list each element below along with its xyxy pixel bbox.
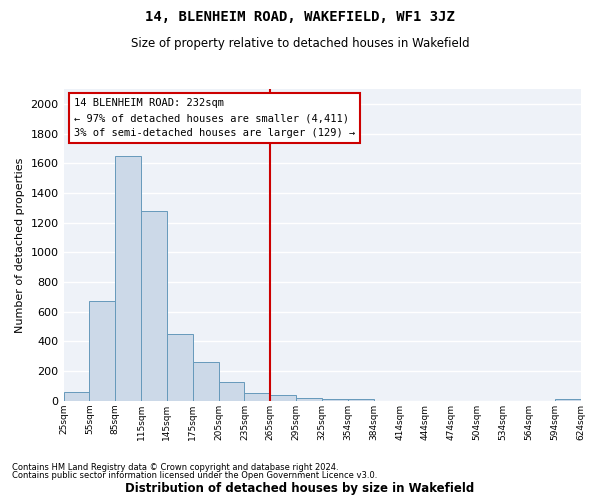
- Text: Size of property relative to detached houses in Wakefield: Size of property relative to detached ho…: [131, 38, 469, 51]
- Bar: [296, 398, 322, 401]
- Text: Distribution of detached houses by size in Wakefield: Distribution of detached houses by size …: [125, 482, 475, 495]
- Bar: [64, 392, 89, 401]
- Text: 14 BLENHEIM ROAD: 232sqm
← 97% of detached houses are smaller (4,411)
3% of semi: 14 BLENHEIM ROAD: 232sqm ← 97% of detach…: [74, 98, 355, 138]
- Bar: [193, 362, 218, 401]
- Bar: [218, 382, 244, 401]
- Text: Contains public sector information licensed under the Open Government Licence v3: Contains public sector information licen…: [12, 471, 377, 480]
- Bar: [554, 400, 581, 401]
- Bar: [141, 211, 167, 401]
- Bar: [348, 398, 374, 401]
- Bar: [244, 394, 271, 401]
- Bar: [167, 334, 193, 401]
- Text: Contains HM Land Registry data © Crown copyright and database right 2024.: Contains HM Land Registry data © Crown c…: [12, 464, 338, 472]
- Y-axis label: Number of detached properties: Number of detached properties: [15, 157, 25, 332]
- Bar: [271, 395, 296, 401]
- Bar: [89, 302, 115, 401]
- Bar: [322, 400, 348, 401]
- Text: 14, BLENHEIM ROAD, WAKEFIELD, WF1 3JZ: 14, BLENHEIM ROAD, WAKEFIELD, WF1 3JZ: [145, 10, 455, 24]
- Bar: [115, 156, 141, 401]
